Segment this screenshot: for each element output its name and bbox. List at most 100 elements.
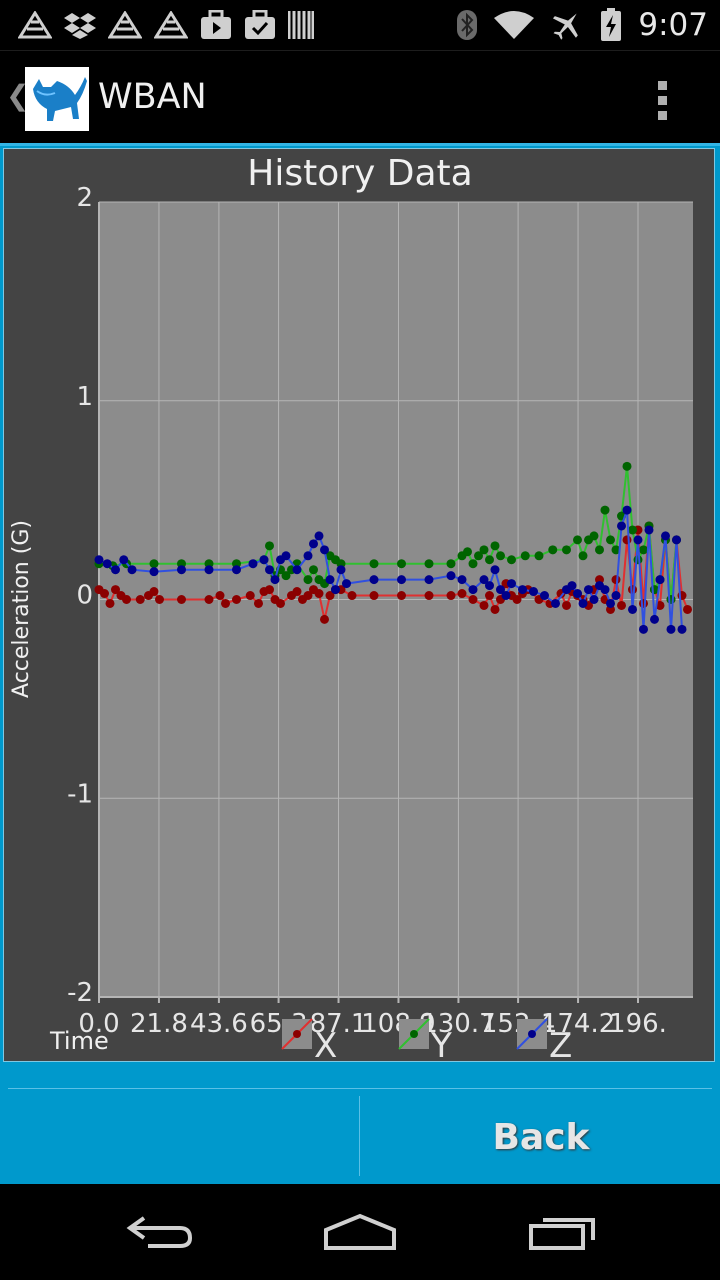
data-point-x	[254, 598, 263, 608]
data-point-z	[644, 525, 654, 535]
data-point-y	[548, 545, 558, 555]
battery-charging-icon	[601, 8, 622, 41]
data-point-z	[119, 555, 129, 565]
data-point-z	[94, 555, 104, 565]
data-point-z	[661, 531, 670, 541]
legend-label: X	[314, 1026, 337, 1063]
data-point-z	[584, 585, 593, 595]
data-point-z	[672, 535, 681, 545]
x-axis-label: Time	[49, 1027, 109, 1055]
x-tick-label: 174.2	[541, 1009, 615, 1039]
data-point-z	[265, 565, 274, 575]
data-point-z	[457, 575, 467, 585]
data-point-z	[496, 585, 505, 595]
up-caret-icon[interactable]: ❮	[6, 79, 30, 112]
action-bar-divider	[0, 143, 720, 146]
data-point-y	[666, 595, 676, 604]
data-point-z	[127, 565, 137, 575]
data-point-x	[320, 614, 329, 624]
button-bar-divider	[8, 1088, 712, 1089]
data-point-z	[149, 567, 159, 577]
data-point-z	[567, 581, 577, 591]
data-point-z	[551, 598, 560, 608]
wifi-icon	[494, 11, 535, 39]
data-point-y	[639, 545, 648, 555]
data-point-x	[562, 600, 571, 610]
data-point-z	[507, 579, 516, 589]
data-point-z	[633, 535, 643, 545]
data-point-z	[573, 589, 582, 599]
chart-legend: X Y Z	[281, 1018, 572, 1063]
data-point-y	[303, 575, 313, 585]
briefcase-check-icon	[245, 10, 275, 39]
data-point-y	[309, 565, 318, 575]
data-point-z	[628, 604, 637, 614]
data-point-x	[221, 598, 230, 608]
data-point-z	[666, 624, 676, 634]
data-point-z	[622, 505, 632, 515]
data-point-x	[149, 587, 159, 597]
x-tick-label: 196.	[609, 1009, 667, 1039]
barcode-icon	[288, 11, 314, 39]
data-point-x	[639, 598, 648, 608]
system-icons: 9:07	[456, 0, 708, 50]
data-point-z	[600, 585, 610, 595]
data-point-x	[105, 598, 115, 608]
data-point-y	[369, 559, 379, 569]
data-point-z	[650, 614, 659, 624]
data-point-y	[446, 559, 456, 569]
briefcase-play-icon	[201, 10, 231, 39]
data-point-x	[215, 591, 225, 601]
history-chart: 210-1-2 0.021.843.665.387.1108.9130.7152…	[3, 148, 715, 1063]
data-point-z	[639, 624, 648, 634]
data-point-y	[485, 555, 494, 565]
data-point-z	[518, 585, 527, 595]
data-point-y	[600, 505, 610, 515]
data-point-y	[589, 531, 599, 541]
notification-icons	[18, 8, 314, 42]
data-point-y	[633, 555, 643, 565]
data-point-z	[540, 591, 549, 601]
nav-recents-icon[interactable]	[508, 1202, 618, 1262]
data-point-z	[446, 571, 456, 581]
data-point-z	[270, 575, 280, 585]
legend-item-y: Y	[398, 1018, 452, 1063]
data-point-z	[259, 555, 269, 565]
series-z	[94, 505, 687, 634]
legend-label: Z	[549, 1026, 572, 1063]
data-point-z	[314, 531, 324, 541]
cat-logo-icon[interactable]	[25, 67, 89, 131]
nav-back-icon[interactable]	[105, 1202, 215, 1262]
data-point-x	[347, 591, 357, 601]
empty-left-button[interactable]	[0, 1092, 358, 1182]
data-point-x	[245, 591, 255, 601]
data-point-z	[336, 565, 346, 575]
data-point-x	[155, 595, 164, 604]
data-point-x	[611, 575, 621, 585]
overflow-menu-icon[interactable]	[650, 79, 674, 123]
data-point-x	[177, 595, 186, 604]
airplane-mode-icon	[553, 13, 579, 40]
data-point-x	[655, 600, 665, 610]
back-button[interactable]: Back	[362, 1092, 720, 1182]
data-point-x	[276, 598, 285, 608]
data-point-y	[573, 535, 582, 545]
bluetooth-icon	[457, 10, 478, 40]
data-point-y	[622, 461, 632, 471]
data-point-y	[578, 551, 588, 561]
data-point-x	[617, 600, 626, 610]
data-point-x	[135, 595, 145, 604]
data-point-y	[424, 559, 434, 569]
nav-home-icon[interactable]	[305, 1202, 415, 1262]
data-point-x	[485, 591, 494, 601]
data-point-z	[204, 565, 214, 575]
data-point-x	[122, 595, 131, 604]
legend-marker	[293, 1030, 301, 1038]
data-point-x	[204, 595, 214, 604]
data-point-x	[683, 604, 692, 614]
data-point-x	[303, 591, 313, 601]
legend-item-z: Z	[516, 1018, 572, 1063]
data-point-x	[490, 604, 500, 614]
data-point-z	[303, 551, 313, 561]
status-bar: 9:07	[0, 0, 720, 50]
